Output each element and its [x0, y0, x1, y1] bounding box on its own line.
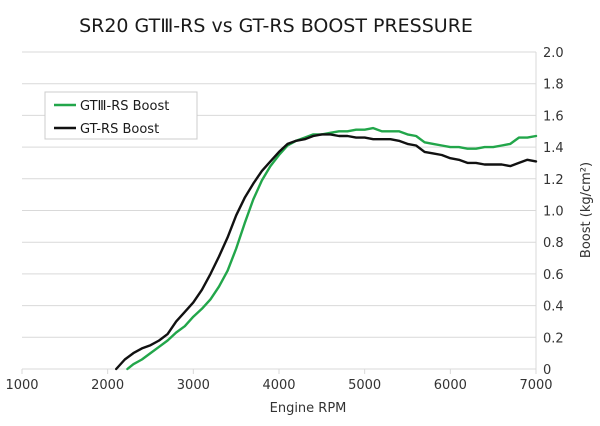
- y-tick-label: 1.0: [543, 205, 564, 220]
- x-tick-label: 1000: [5, 378, 38, 393]
- legend-label-gt3rs: GTⅢ-RS Boost: [80, 99, 169, 114]
- y-tick-label: 2.0: [543, 46, 564, 61]
- y-tick-label: 1.6: [543, 109, 564, 124]
- x-axis-label: Engine RPM: [270, 401, 347, 416]
- y-tick-label: 1.4: [543, 141, 564, 156]
- legend-box: [44, 91, 198, 140]
- grid: [22, 51, 536, 370]
- chart-title: SR20 GTⅢ-RS vs GT-RS BOOST PRESSURE: [79, 15, 473, 37]
- y-tick-label: 1.2: [543, 173, 564, 188]
- axes: 0 0.2 0.4 0.6 0.8 1.0 1.2 1.4 1.6 1.8 2.0 1000 2000 3…: [5, 46, 563, 393]
- y-tick-label: 0.6: [543, 268, 564, 283]
- y-tick-label: 0.2: [543, 331, 564, 346]
- x-tick-label: 7000: [519, 378, 552, 393]
- y-tick-label: 0.8: [543, 236, 564, 251]
- y-tick-label: 1.8: [543, 78, 564, 93]
- x-tick-label: 5000: [348, 378, 381, 393]
- y-axis-label: Boost (kg/cm²): [579, 162, 594, 258]
- y-tick-label: 0.4: [543, 300, 564, 315]
- series-line-1: [115, 133, 538, 371]
- x-tick-label: 2000: [91, 378, 124, 393]
- series-group: [115, 126, 538, 371]
- x-tick-label: 4000: [262, 378, 295, 393]
- x-tick-label: 6000: [434, 378, 467, 393]
- legend: GTⅢ-RS Boost GT-RS Boost: [44, 91, 198, 140]
- y-tick-label: 0: [543, 363, 551, 378]
- legend-label-gtrs: GT-RS Boost: [80, 122, 159, 137]
- series-line-0: [126, 126, 538, 371]
- x-tick-label: 3000: [177, 378, 210, 393]
